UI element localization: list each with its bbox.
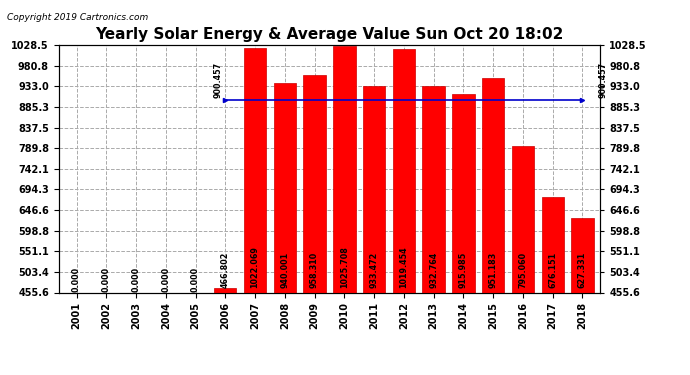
Bar [304, 75, 326, 292]
Text: 958.310: 958.310 [310, 252, 319, 288]
Bar [244, 48, 266, 292]
Text: 0.000: 0.000 [191, 267, 200, 292]
Bar [363, 86, 385, 292]
Text: 933.472: 933.472 [370, 252, 379, 288]
Text: 0.000: 0.000 [161, 267, 170, 292]
Bar [542, 197, 564, 292]
Bar [393, 49, 415, 292]
Text: 1025.708: 1025.708 [340, 246, 349, 288]
Bar [452, 94, 475, 292]
Bar [512, 146, 534, 292]
Text: 915.985: 915.985 [459, 252, 468, 288]
Text: 1019.454: 1019.454 [400, 246, 408, 288]
Text: Copyright 2019 Cartronics.com: Copyright 2019 Cartronics.com [7, 13, 148, 22]
Text: 0.000: 0.000 [132, 267, 141, 292]
Text: 951.183: 951.183 [489, 252, 497, 288]
Bar [274, 83, 296, 292]
Title: Yearly Solar Energy & Average Value Sun Oct 20 18:02: Yearly Solar Energy & Average Value Sun … [95, 27, 564, 42]
Text: 676.151: 676.151 [548, 252, 558, 288]
Bar [333, 46, 355, 292]
Text: 466.802: 466.802 [221, 252, 230, 288]
Text: 940.001: 940.001 [280, 252, 289, 288]
Text: 0.000: 0.000 [72, 267, 81, 292]
Text: 900.457: 900.457 [599, 62, 608, 98]
Text: 627.331: 627.331 [578, 252, 587, 288]
Text: 900.457: 900.457 [214, 62, 223, 98]
Bar [571, 218, 593, 292]
Bar [422, 86, 445, 292]
Bar [482, 78, 504, 292]
Text: 932.764: 932.764 [429, 252, 438, 288]
Bar [214, 288, 237, 292]
Text: 0.000: 0.000 [101, 267, 111, 292]
Text: 1022.069: 1022.069 [250, 246, 259, 288]
Text: 795.060: 795.060 [518, 252, 527, 288]
